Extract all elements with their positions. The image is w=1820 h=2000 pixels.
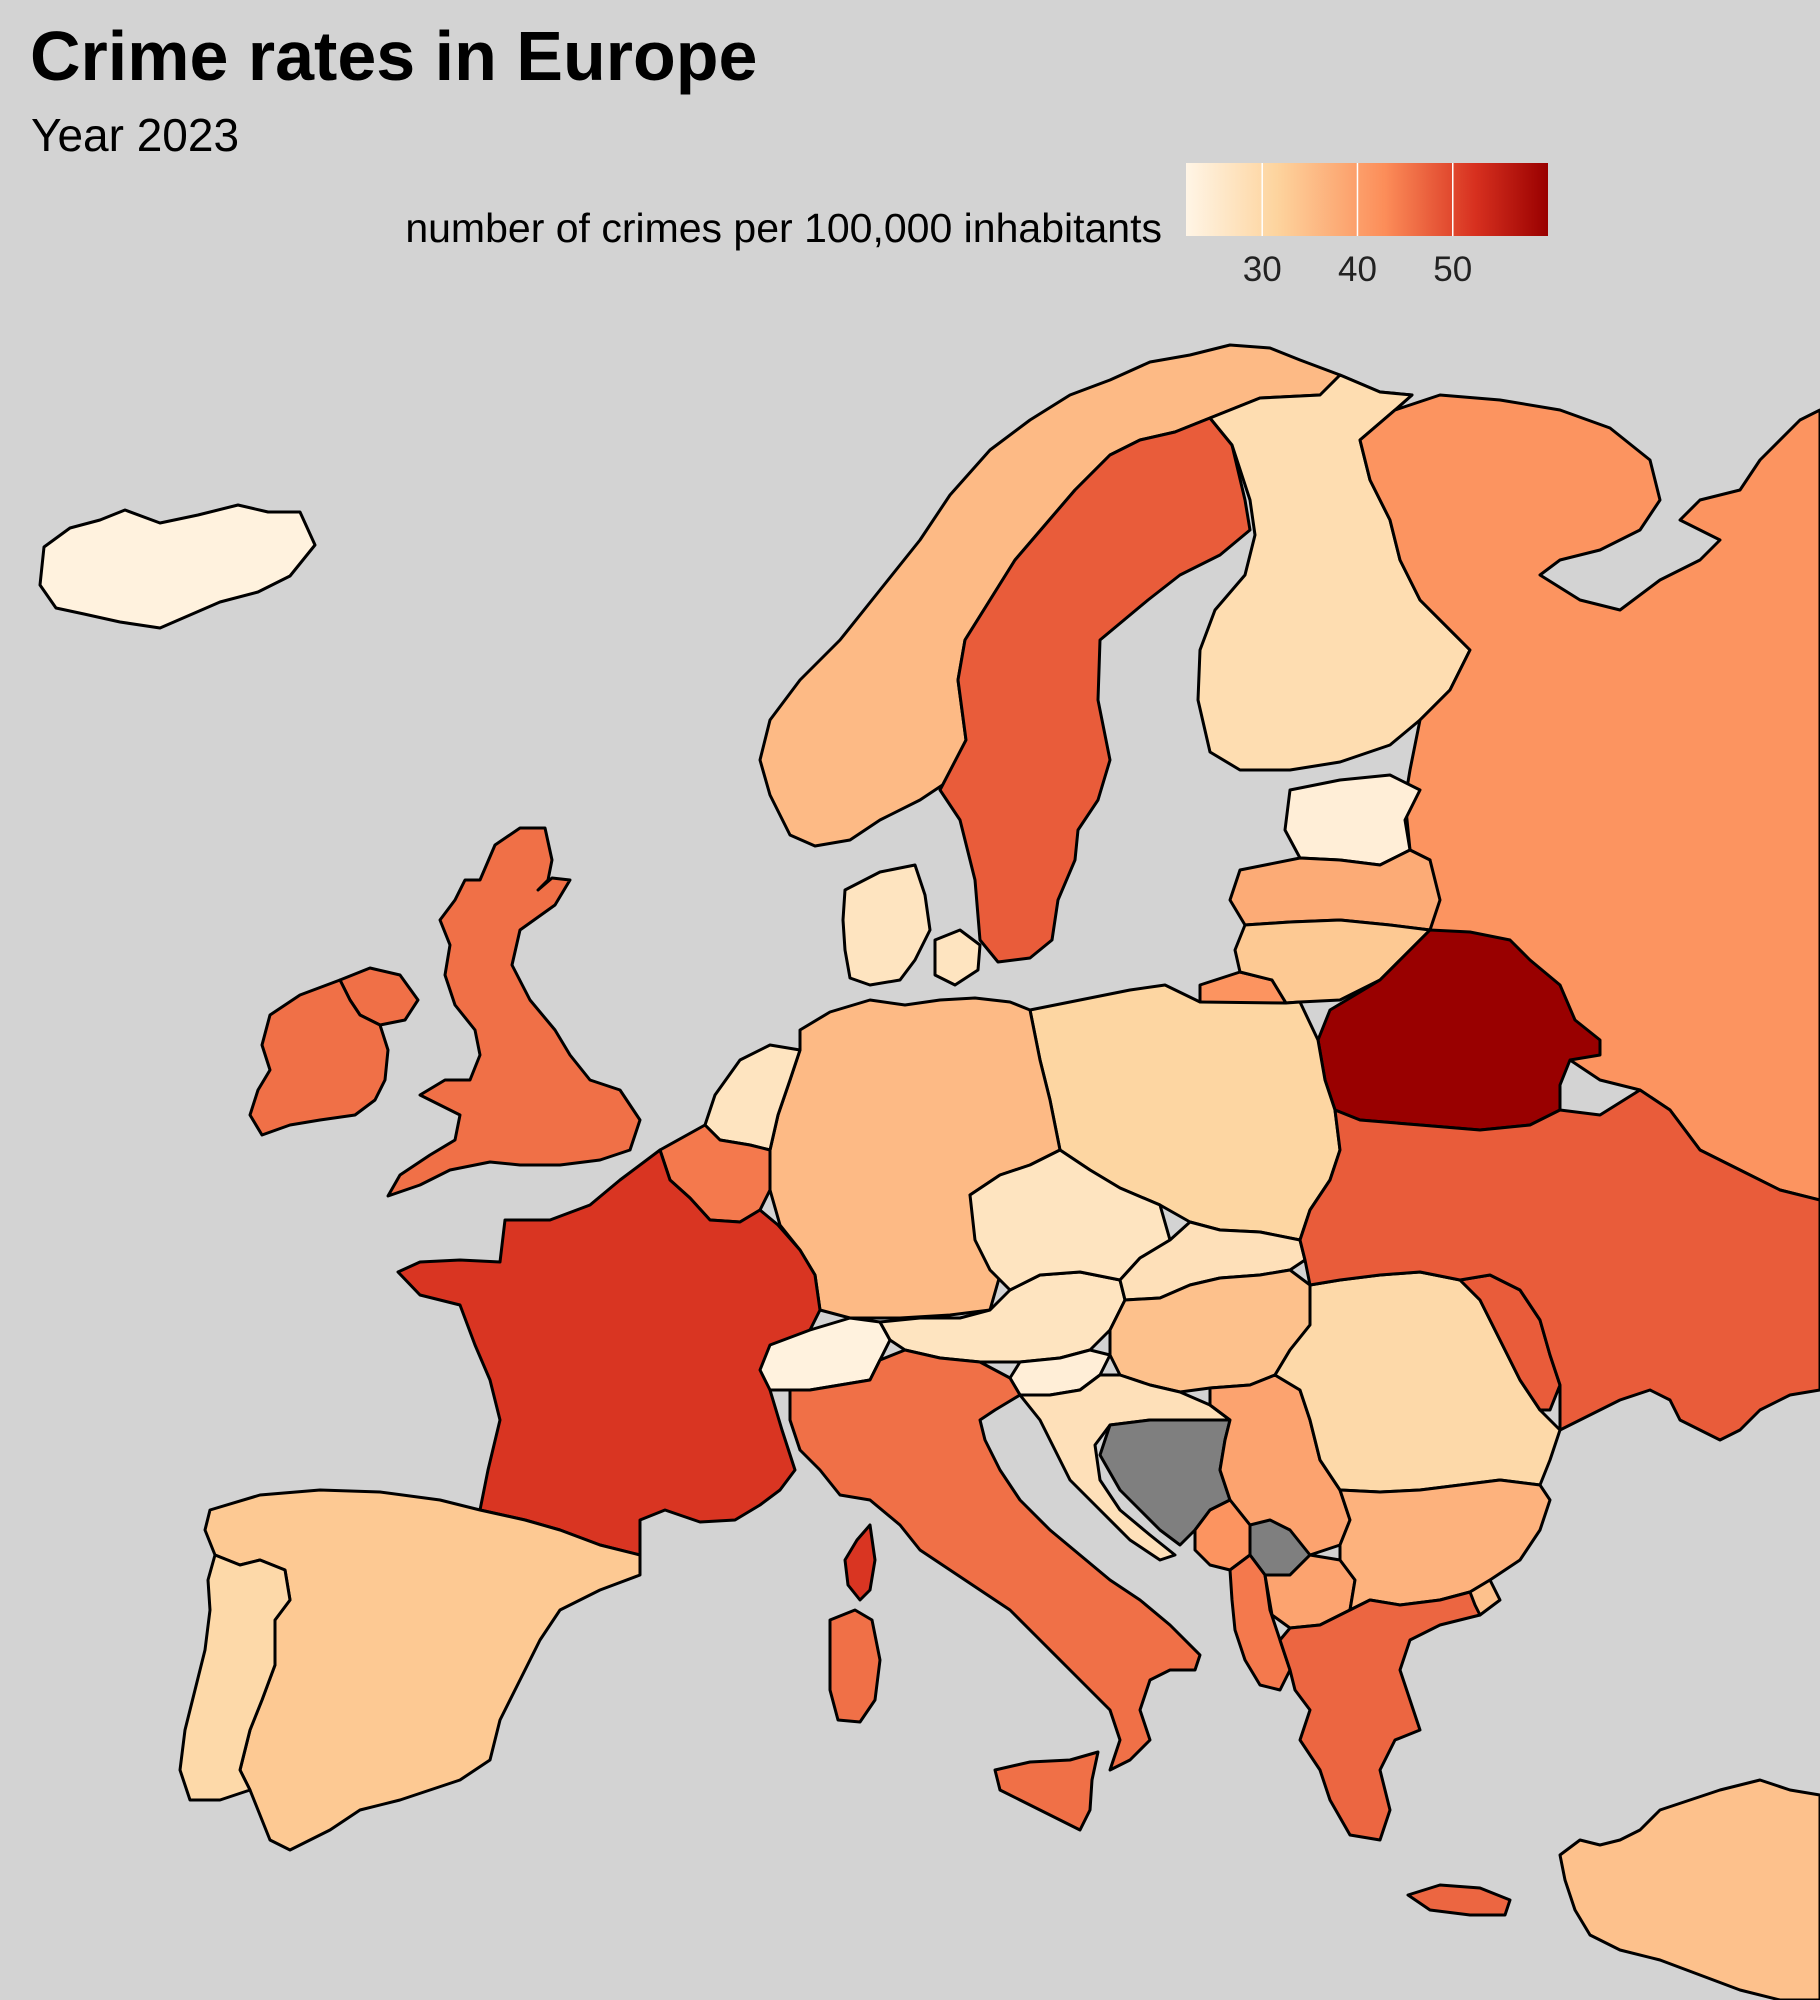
legend-tick-label: 40 (1338, 250, 1377, 289)
country-ireland[interactable] (248, 978, 390, 1137)
country-greece[interactable] (1278, 1590, 1492, 1842)
country-united-kingdom[interactable] (386, 826, 642, 1198)
legend-title: number of crimes per 100,000 inhabitants (405, 205, 1162, 251)
country-croatia[interactable] (1018, 1373, 1232, 1562)
country-france[interactable] (396, 1148, 822, 1557)
country-sweden[interactable] (938, 416, 1252, 964)
country-bulgaria[interactable] (1338, 1478, 1552, 1612)
country-estonia[interactable] (1283, 773, 1422, 867)
legend-color-bar (1186, 163, 1548, 236)
country-france-corsica[interactable] (843, 1523, 877, 1602)
country-turkey[interactable] (1468, 1578, 1502, 1617)
country-denmark[interactable] (841, 863, 932, 987)
country-denmark-zealand[interactable] (933, 928, 982, 987)
country-iceland[interactable] (38, 503, 317, 630)
country-albania[interactable] (1228, 1553, 1292, 1692)
legend-tick-label: 30 (1242, 250, 1282, 289)
country-ukraine[interactable] (1298, 1088, 1820, 1442)
map-title: Crime rates in Europe (30, 17, 758, 95)
country-latvia[interactable] (1228, 848, 1442, 932)
country-lithuania[interactable] (1233, 918, 1432, 1005)
legend-tick-label: 50 (1433, 250, 1473, 289)
country-italy-sicily[interactable] (993, 1750, 1100, 1832)
country-italy-sardinia[interactable] (828, 1608, 882, 1724)
country-italy[interactable] (788, 1348, 1202, 1772)
country-portugal[interactable] (178, 1553, 292, 1802)
country-turkey-anatolia[interactable] (1558, 1778, 1820, 2000)
country-greece-crete[interactable] (1406, 1883, 1512, 1917)
map-subtitle: Year 2023 (31, 109, 240, 161)
